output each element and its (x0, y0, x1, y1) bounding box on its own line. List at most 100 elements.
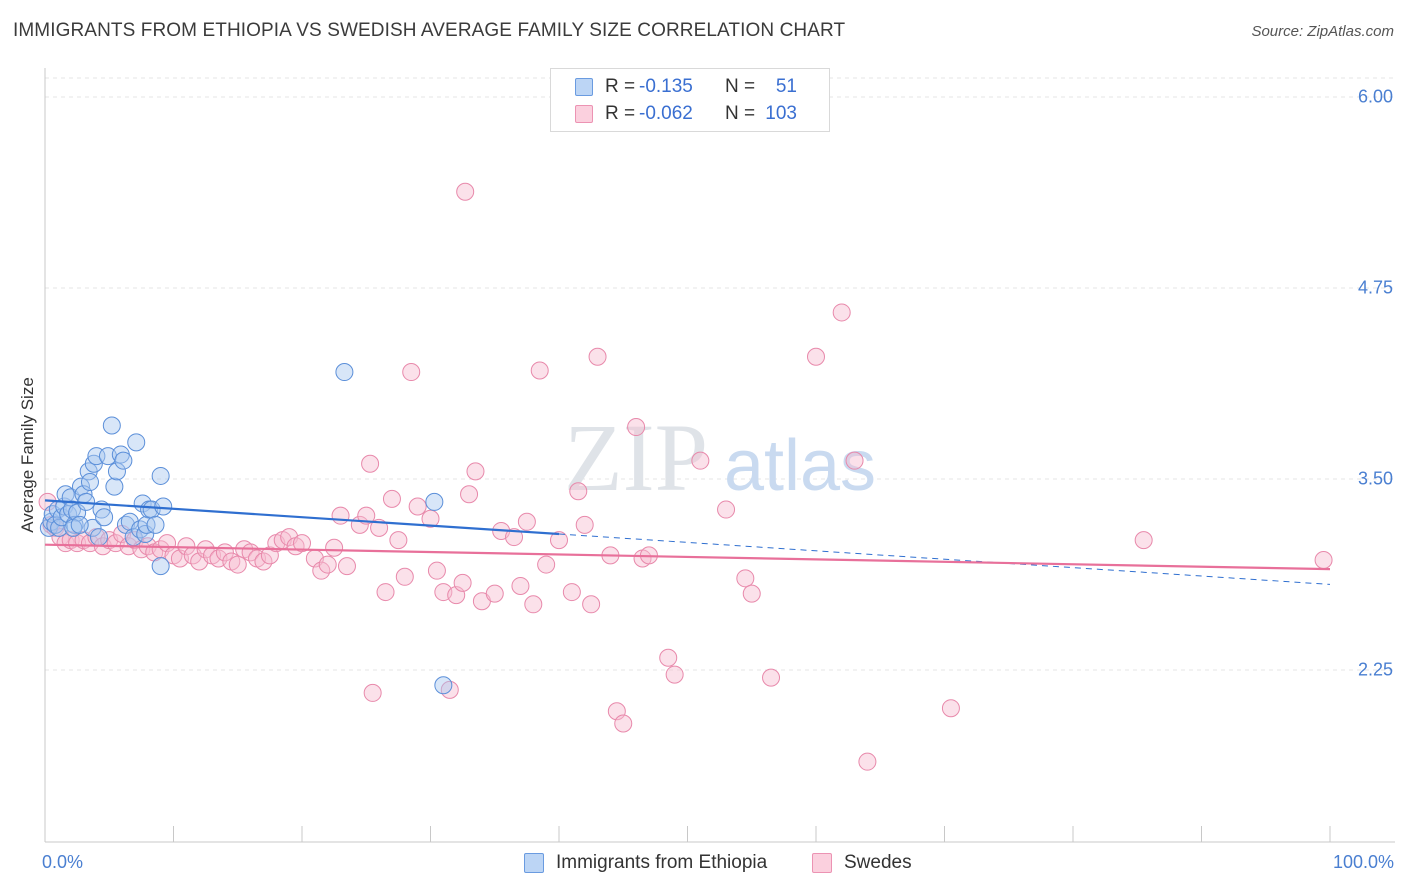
swedes-point (807, 347, 825, 366)
swedes-point (575, 515, 594, 534)
swedes-point (318, 555, 337, 574)
ethiopia-trend-extension (558, 533, 1331, 585)
swedes-point (337, 557, 356, 576)
ethiopia-point (95, 508, 114, 527)
legend-swatch-swedes (575, 105, 593, 123)
swedes-point (742, 584, 761, 603)
swedes-point (421, 509, 440, 528)
y-axis-label: Average Family Size (18, 377, 37, 533)
swedes-point (485, 584, 504, 603)
legend-row-swedes: R = -0.062 N = 103 (575, 102, 797, 126)
swedes-trend-line (44, 543, 1331, 571)
swedes-point (1134, 531, 1153, 550)
swedes-point (562, 583, 581, 602)
swedes-point (382, 489, 401, 508)
ethiopia-point (136, 525, 155, 544)
swedes-point (1314, 550, 1333, 569)
swedes-point (832, 303, 851, 322)
swedes-point (363, 683, 382, 702)
swedes-point (460, 485, 479, 504)
source-attribution: Source: ZipAtlas.com (1251, 23, 1394, 40)
ethiopia-point (425, 492, 444, 511)
ethiopia-points (39, 363, 453, 695)
legend-row-ethiopia: R = -0.135 N = 51 (575, 75, 797, 99)
swedes-point (293, 534, 311, 553)
ethiopia-point (70, 515, 89, 534)
series-swatch-swedes (812, 853, 832, 873)
swedes-point (659, 648, 678, 667)
ethiopia-point (335, 363, 354, 382)
swedes-point (331, 506, 350, 525)
legend-n-label: N = (725, 103, 756, 124)
swedes-point (466, 462, 485, 481)
swedes-point (550, 531, 568, 550)
swedes-point (614, 714, 633, 733)
swedes-point (427, 561, 446, 580)
legend-r-label: R = (605, 76, 636, 97)
swedes-point (845, 451, 864, 470)
swedes-point (402, 363, 421, 382)
x-tick-label-max: 100.0% (1332, 852, 1394, 872)
ethiopia-point (105, 477, 124, 496)
ethiopia-point (127, 433, 146, 452)
y-tick-label: 6.00 (1357, 86, 1393, 107)
swedes-point (228, 555, 247, 574)
swedes-point (505, 528, 524, 547)
swedes-points (38, 182, 1333, 771)
ethiopia-point (80, 473, 99, 492)
ethiopia-point (151, 557, 170, 576)
watermark-zip: ZIP (564, 404, 708, 511)
ethiopia-point (102, 416, 121, 435)
swedes-point (361, 454, 380, 473)
axes (44, 68, 1395, 843)
ethiopia-point (434, 676, 453, 695)
swedes-point (736, 569, 755, 588)
swedes-point (389, 531, 408, 550)
swedes-point (588, 347, 607, 366)
swedes-point (370, 518, 389, 537)
swedes-point (524, 595, 543, 614)
y-tick-label: 4.75 (1357, 277, 1393, 298)
x-tick-label-min: 0.0% (42, 852, 84, 872)
swedes-point (858, 752, 877, 771)
ethiopia-point (89, 528, 108, 547)
swedes-point (376, 583, 395, 602)
swedes-point (395, 567, 414, 586)
legend-swatch-ethiopia (575, 78, 593, 96)
ethiopia-point (50, 518, 69, 537)
series-legend-ethiopia-label: Immigrants from Ethiopia (556, 852, 768, 873)
swedes-point (456, 182, 475, 201)
legend-n-value: 103 (765, 103, 797, 124)
swedes-point (691, 451, 710, 470)
series-legend-swedes[interactable]: Swedes (812, 852, 912, 874)
swedes-point (582, 595, 601, 614)
grid-lines (45, 77, 1395, 671)
series-swatch-ethiopia (524, 853, 544, 873)
legend-r-value: -0.135 (639, 76, 693, 97)
ethiopia-trend-line (44, 499, 560, 536)
ethiopia-point (114, 451, 133, 470)
ethiopia-point (154, 497, 173, 516)
swedes-point (941, 699, 960, 718)
swedes-point (517, 512, 536, 531)
watermark: ZIP atlas (564, 404, 876, 511)
chart-title: IMMIGRANTS FROM ETHIOPIA VS SWEDISH AVER… (13, 20, 846, 41)
swedes-point (408, 497, 427, 516)
series-legend-ethiopia[interactable]: Immigrants from Ethiopia (524, 852, 767, 874)
series-legend-swedes-label: Swedes (844, 852, 912, 873)
legend-r-value: -0.062 (639, 103, 693, 124)
correlation-legend: R = -0.135 N = 51 R = -0.062 N = 103 (550, 68, 830, 132)
swedes-point (627, 418, 646, 437)
y-tick-label: 3.50 (1357, 468, 1393, 489)
series-legend: Immigrants from Ethiopia Swedes (0, 852, 1406, 878)
legend-r-label: R = (605, 103, 636, 124)
trend-lines (44, 499, 1331, 585)
swedes-point (325, 538, 344, 557)
legend-n-value: 51 (775, 76, 797, 97)
swedes-point (357, 506, 376, 525)
legend-n-label: N = (725, 76, 756, 97)
swedes-point (530, 361, 549, 380)
swedes-point (453, 573, 472, 592)
swedes-point (440, 680, 459, 699)
